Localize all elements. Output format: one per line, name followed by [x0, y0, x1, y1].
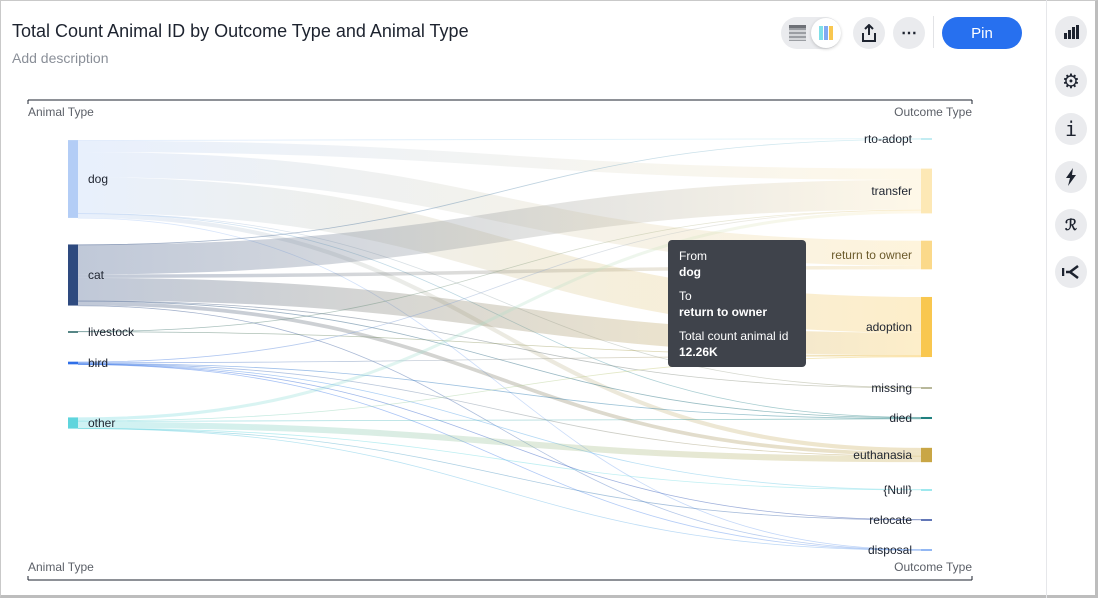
- sankey-link[interactable]: [77, 210, 922, 421]
- chart-type-icon[interactable]: [1055, 16, 1087, 48]
- source-node-label: other: [88, 416, 115, 430]
- sankey-icon[interactable]: [1055, 256, 1087, 288]
- target-node-label: disposal: [868, 543, 912, 557]
- sankey-chart[interactable]: Animal Type Outcome Type Animal Type Out…: [0, 0, 1040, 600]
- target-axis-label-top: Outcome Type: [894, 105, 972, 119]
- target-node[interactable]: [921, 240, 932, 270]
- target-node[interactable]: [921, 296, 932, 358]
- sankey-link[interactable]: [77, 209, 922, 333]
- view-toggle[interactable]: [781, 17, 841, 49]
- divider: [933, 16, 934, 48]
- sankey-link[interactable]: [77, 179, 922, 275]
- add-description[interactable]: Add description: [12, 50, 109, 66]
- source-node[interactable]: [68, 140, 78, 218]
- settings-icon[interactable]: ⚙: [1055, 65, 1087, 97]
- sankey-link[interactable]: [77, 305, 922, 551]
- tooltip-from-value: dog: [679, 265, 701, 279]
- sankey-link[interactable]: [77, 421, 922, 463]
- target-node-label: missing: [871, 381, 912, 395]
- target-node-label: relocate: [869, 513, 912, 527]
- sankey-link[interactable]: [77, 213, 922, 452]
- source-node[interactable]: [68, 417, 78, 429]
- source-node[interactable]: [68, 361, 78, 365]
- target-node-label: {Null}: [883, 483, 912, 497]
- sankey-link[interactable]: [77, 140, 922, 180]
- tooltip-measure-label: Total count animal id: [679, 329, 789, 343]
- sankey-link[interactable]: [77, 363, 922, 457]
- target-node[interactable]: [921, 416, 932, 420]
- target-node-label: rto-adopt: [864, 132, 913, 146]
- tooltip-to-label: To: [679, 289, 692, 303]
- source-axis-label-top: Animal Type: [28, 105, 94, 119]
- sankey-link[interactable]: [77, 301, 922, 456]
- tooltip-to-value: return to owner: [679, 305, 768, 319]
- sankey-link[interactable]: [77, 138, 922, 141]
- source-node-label: bird: [88, 356, 108, 370]
- share-icon[interactable]: [853, 17, 885, 49]
- tooltip-from-label: From: [679, 249, 707, 263]
- chart-view-icon[interactable]: [811, 18, 841, 48]
- source-axis-label-bottom: Animal Type: [28, 560, 94, 574]
- target-node[interactable]: [921, 519, 932, 521]
- target-node[interactable]: [921, 138, 932, 140]
- page-title[interactable]: Total Count Animal ID by Outcome Type an…: [12, 21, 469, 41]
- sankey-link[interactable]: [77, 363, 922, 420]
- sankey-link[interactable]: [77, 428, 922, 551]
- target-node-label: return to owner: [831, 248, 912, 262]
- table-view-icon[interactable]: [789, 25, 806, 41]
- pin-button[interactable]: Pin: [942, 17, 1022, 49]
- target-node[interactable]: [921, 387, 932, 389]
- sankey-link[interactable]: [77, 363, 922, 491]
- target-node[interactable]: [921, 447, 932, 463]
- target-node-label: transfer: [871, 184, 912, 198]
- spotiq-lightning-icon[interactable]: [1055, 161, 1087, 193]
- sankey-link[interactable]: [77, 364, 922, 551]
- target-node[interactable]: [921, 549, 932, 551]
- source-node[interactable]: [68, 244, 78, 306]
- sankey-link[interactable]: [77, 209, 922, 363]
- r-analysis-icon[interactable]: ℛ: [1055, 209, 1087, 241]
- sankey-link[interactable]: [77, 300, 922, 389]
- tooltip: From dog To return to owner Total count …: [668, 240, 806, 367]
- tooltip-measure-value: 12.26K: [679, 345, 718, 359]
- target-node-label: died: [889, 411, 912, 425]
- sankey-link[interactable]: [77, 427, 922, 491]
- side-rail-divider: [1046, 0, 1047, 598]
- sankey-link[interactable]: [77, 217, 922, 551]
- sankey-link[interactable]: [77, 138, 922, 246]
- target-node[interactable]: [921, 168, 932, 214]
- sankey-link[interactable]: [77, 418, 922, 422]
- target-node[interactable]: [921, 489, 932, 491]
- sankey-link[interactable]: [77, 428, 922, 521]
- source-node-label: dog: [88, 172, 108, 186]
- target-node-label: adoption: [866, 320, 912, 334]
- source-node-label: livestock: [88, 325, 135, 339]
- target-axis-label-bottom: Outcome Type: [894, 560, 972, 574]
- info-icon[interactable]: i: [1055, 113, 1087, 145]
- more-icon[interactable]: ⋯: [893, 17, 925, 49]
- source-node-label: cat: [88, 268, 105, 282]
- source-node[interactable]: [68, 331, 78, 333]
- target-node-label: euthanasia: [853, 448, 912, 462]
- sankey-link[interactable]: [77, 212, 922, 389]
